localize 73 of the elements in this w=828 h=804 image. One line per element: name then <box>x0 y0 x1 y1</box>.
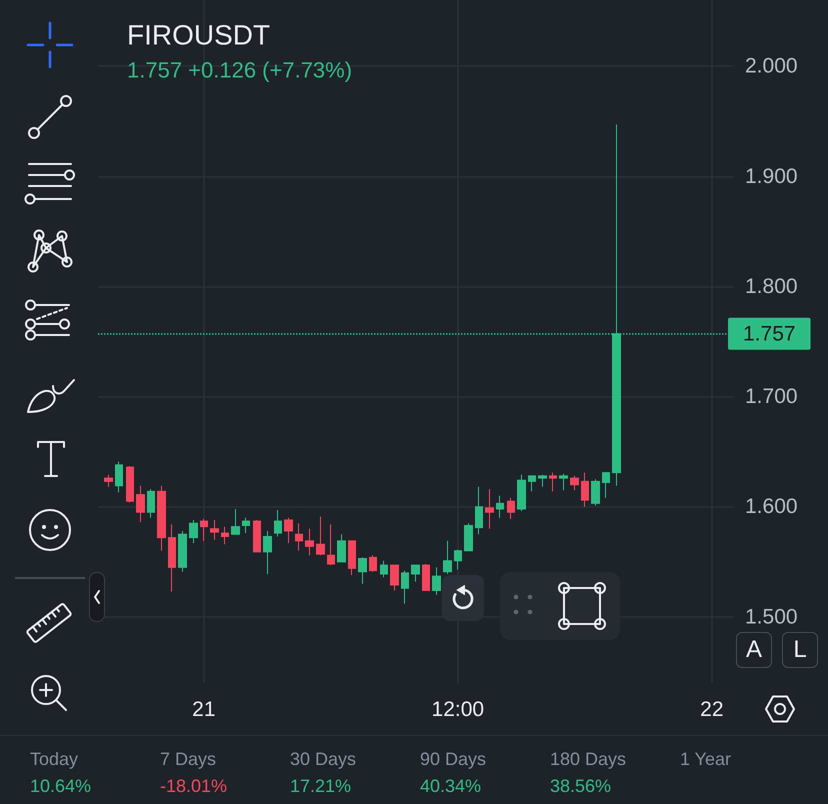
x-tick-label: 22 <box>700 698 724 721</box>
x-tick-label: 12:00 <box>432 698 484 721</box>
candlestick <box>348 540 356 576</box>
text: FIROUSDT <box>127 20 270 50</box>
text: -18.01% <box>160 776 228 797</box>
candlestick <box>189 519 198 544</box>
y-tick-label: 2.000 <box>745 54 798 78</box>
candlestick <box>305 528 314 556</box>
candlestick <box>168 524 176 592</box>
candlestick <box>528 475 536 492</box>
text: 180 Days <box>550 749 626 770</box>
text: Today <box>30 749 78 770</box>
candlestick <box>210 519 219 540</box>
candlestick <box>231 508 240 535</box>
candlestick <box>411 564 420 582</box>
candlestick <box>115 461 123 493</box>
text: 17.21% <box>290 776 352 797</box>
candlestick <box>316 516 325 556</box>
candlestick <box>284 517 293 544</box>
candlestick <box>549 472 557 492</box>
text: 1 Year <box>680 749 732 770</box>
y-tick-label: 1.600 <box>745 495 798 518</box>
y-tick-label: 1.800 <box>745 274 798 298</box>
candlestick <box>454 549 462 570</box>
candlestick <box>242 517 250 534</box>
text: 30 Days <box>290 749 356 770</box>
text: 90 Days <box>420 749 486 770</box>
text: 1.757 +0.126 (+7.73%) <box>127 58 352 82</box>
candlestick <box>327 524 335 566</box>
candlestick <box>602 472 610 498</box>
candlestick <box>443 540 452 574</box>
candlestick <box>253 519 261 552</box>
candlestick <box>432 566 441 596</box>
candlestick <box>104 474 113 488</box>
candlestick <box>401 570 409 604</box>
ref-line-label: 1.757 <box>743 322 796 346</box>
candlestick <box>507 497 515 520</box>
candlestick <box>570 475 579 491</box>
candlestick <box>390 564 399 591</box>
candlestick <box>263 530 272 574</box>
candlestick <box>178 530 187 572</box>
candlestick <box>380 560 388 578</box>
toggle-button: A <box>736 632 772 668</box>
x-tick-label: 21 <box>192 698 216 721</box>
candlestick <box>475 486 483 535</box>
candlestick <box>147 488 155 518</box>
y-tick-label: 1.700 <box>745 385 798 408</box>
candlestick <box>221 526 229 545</box>
candlestick <box>581 472 589 508</box>
y-tick-label: 1.500 <box>745 605 798 628</box>
candlestick <box>157 485 166 552</box>
candlestick <box>559 473 568 491</box>
y-tick-label: 1.900 <box>745 164 798 188</box>
candlestick <box>538 474 547 488</box>
candlestick <box>496 495 504 518</box>
candlestick <box>422 564 430 591</box>
text: 40.34% <box>420 776 482 797</box>
candlestick <box>358 556 367 584</box>
toggle-button: L <box>782 632 818 668</box>
candlestick <box>369 554 377 572</box>
text: 38.56% <box>550 776 612 797</box>
candlestick <box>136 485 145 523</box>
candlestick <box>517 474 526 512</box>
candlestick <box>485 488 494 530</box>
candlestick <box>464 522 473 552</box>
candlestick <box>295 522 303 552</box>
candlestick <box>126 465 134 503</box>
candlestick <box>591 478 600 506</box>
text: 10.64% <box>30 776 92 797</box>
candlestick <box>337 534 346 562</box>
candlestick <box>200 518 208 542</box>
text: 7 Days <box>160 749 216 770</box>
candlestick <box>274 510 282 537</box>
